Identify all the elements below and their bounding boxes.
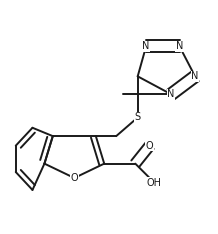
Text: OH: OH: [147, 178, 162, 188]
Text: S: S: [135, 113, 141, 122]
Text: O: O: [70, 173, 78, 183]
Text: O: O: [146, 141, 153, 151]
Text: N: N: [167, 89, 175, 99]
Text: N: N: [176, 41, 183, 51]
Text: N: N: [191, 71, 199, 81]
Text: N: N: [142, 41, 150, 51]
